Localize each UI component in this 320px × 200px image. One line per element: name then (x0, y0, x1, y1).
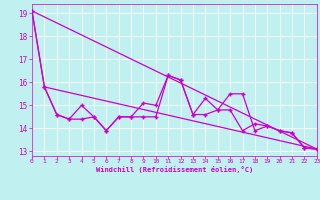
X-axis label: Windchill (Refroidissement éolien,°C): Windchill (Refroidissement éolien,°C) (96, 166, 253, 173)
